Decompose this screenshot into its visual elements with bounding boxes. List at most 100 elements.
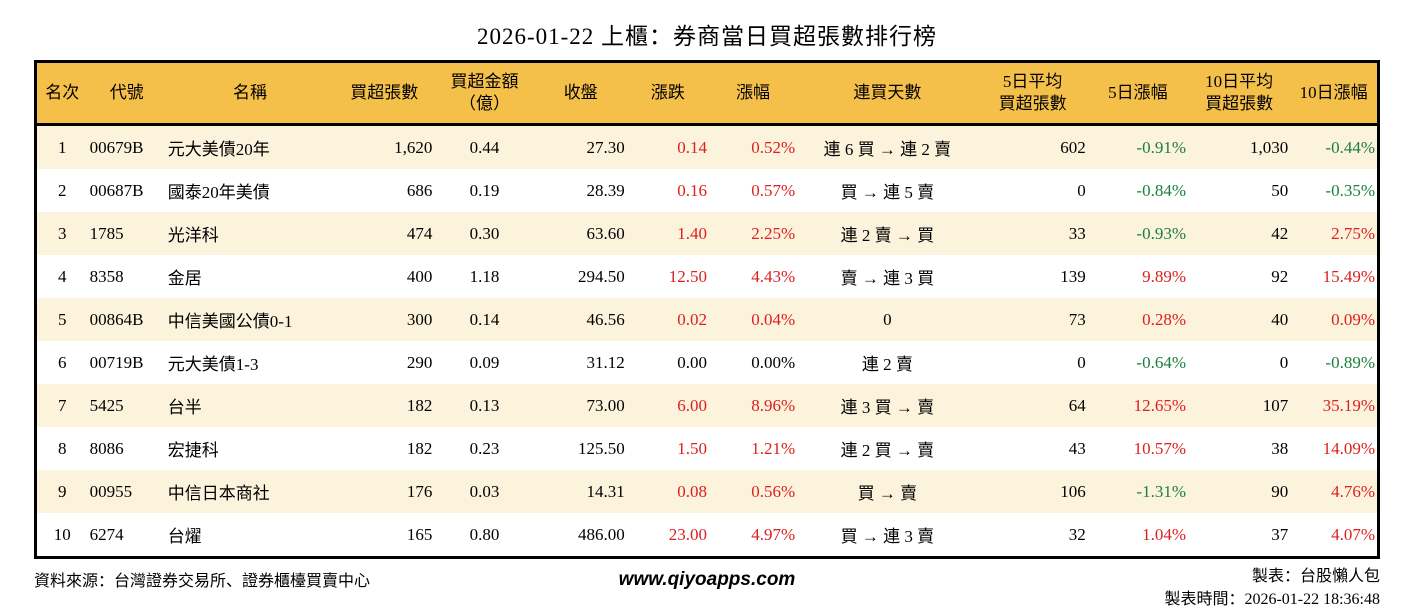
cell-net-buy-amt: 1.18: [469, 266, 500, 286]
cell-avg10: 38: [1271, 438, 1289, 458]
table-row: 2 00687B 國泰20年美債 686 0.19 28.39 0.16 0.5…: [35, 169, 1379, 212]
cell-close: 125.50: [578, 438, 625, 458]
cell-change: 0.08: [677, 481, 707, 501]
cell-change-pct: 8.96%: [751, 395, 796, 415]
cell-code: 8086: [89, 438, 124, 458]
report-maker: 製表：台股懶人包: [1251, 568, 1380, 585]
cell-net-buy-vol: 182: [406, 395, 433, 415]
cell-pct10: 14.09%: [1322, 438, 1375, 458]
cell-avg10: 92: [1271, 266, 1289, 286]
cell-pct5: 1.04%: [1142, 524, 1186, 544]
cell-code: 00719B: [89, 352, 144, 372]
cell-avg10: 37: [1271, 524, 1289, 544]
column-header-change-pct: 漲幅: [708, 61, 798, 126]
table-row: 3 1785 光洋科 474 0.30 63.60 1.40 2.25% 連 2…: [35, 212, 1379, 255]
cell-rank: 4: [58, 266, 67, 286]
cell-change-pct: 0.57%: [751, 180, 796, 200]
cell-net-buy-amt: 0.44: [469, 137, 500, 157]
cell-name: 國泰20年美債: [167, 183, 270, 202]
cell-pct5: 12.65%: [1133, 395, 1186, 415]
cell-avg5: 0: [1077, 180, 1086, 200]
cell-avg10: 42: [1271, 223, 1289, 243]
cell-close: 27.30: [586, 137, 625, 157]
cell-change: 0.14: [677, 137, 707, 157]
cell-net-buy-vol: 1,620: [394, 137, 433, 157]
cell-streak: 連 2 賣 → 買: [840, 226, 935, 245]
cell-change-pct: 1.21%: [751, 438, 796, 458]
table-row: 8 8086 宏捷科 182 0.23 125.50 1.50 1.21% 連 …: [35, 427, 1379, 470]
cell-net-buy-amt: 0.19: [469, 180, 500, 200]
column-header-code: 代號: [87, 61, 166, 126]
cell-net-buy-amt: 0.09: [469, 352, 500, 372]
cell-code: 00955: [89, 481, 133, 501]
table-body: 1 00679B 元大美債20年 1,620 0.44 27.30 0.14 0…: [35, 124, 1379, 558]
column-header-pct10: 10日漲幅: [1290, 61, 1379, 126]
cell-pct5: -0.84%: [1136, 180, 1186, 200]
cell-close: 28.39: [586, 180, 625, 200]
cell-net-buy-amt: 0.13: [469, 395, 500, 415]
cell-pct5: 0.28%: [1142, 309, 1186, 329]
column-header-name: 名稱: [165, 61, 335, 126]
cell-net-buy-amt: 0.14: [469, 309, 500, 329]
cell-pct5: -0.64%: [1136, 352, 1186, 372]
column-header-avg10: 10日平均 買超張數: [1188, 61, 1291, 126]
cell-net-buy-vol: 165: [406, 524, 433, 544]
cell-pct10: 0.09%: [1331, 309, 1375, 329]
cell-pct5: -0.91%: [1136, 137, 1186, 157]
cell-avg10: 107: [1262, 395, 1289, 415]
cell-pct10: -0.35%: [1325, 180, 1375, 200]
website-text: www.qiyoapps.com: [618, 569, 796, 590]
cell-pct10: -0.44%: [1325, 137, 1375, 157]
cell-name: 中信日本商社: [167, 484, 270, 503]
cell-streak: 連 6 買 → 連 2 賣: [823, 140, 952, 159]
cell-avg5: 33: [1068, 223, 1086, 243]
table-row: 4 8358 金居 400 1.18 294.50 12.50 4.43% 賣 …: [35, 255, 1379, 298]
cell-pct5: -0.93%: [1136, 223, 1186, 243]
cell-change: 0.00: [677, 352, 707, 372]
report-credits: 製表：台股懶人包 製表時間：2026-01-22 18:36:48: [1164, 565, 1380, 611]
cell-pct10: 15.49%: [1322, 266, 1375, 286]
cell-net-buy-amt: 0.80: [469, 524, 500, 544]
cell-name: 中信美國公債0-1: [167, 312, 293, 331]
cell-name: 台燿: [167, 527, 202, 546]
cell-name: 宏捷科: [167, 441, 219, 460]
cell-avg10: 50: [1271, 180, 1289, 200]
cell-avg10: 40: [1271, 309, 1289, 329]
cell-net-buy-amt: 0.30: [469, 223, 500, 243]
table-row: 7 5425 台半 182 0.13 73.00 6.00 8.96% 連 3 …: [35, 384, 1379, 427]
cell-net-buy-vol: 182: [406, 438, 433, 458]
cell-change-pct: 0.52%: [751, 137, 796, 157]
cell-rank: 6: [58, 352, 67, 372]
column-header-avg5: 5日平均 買超張數: [977, 61, 1088, 126]
cell-close: 14.31: [586, 481, 625, 501]
column-header-pct5: 5日漲幅: [1087, 61, 1188, 126]
cell-rank: 9: [58, 481, 67, 501]
cell-net-buy-vol: 300: [406, 309, 433, 329]
table-row: 6 00719B 元大美債1-3 290 0.09 31.12 0.00 0.0…: [35, 341, 1379, 384]
cell-avg5: 106: [1060, 481, 1086, 501]
cell-change-pct: 4.97%: [751, 524, 796, 544]
cell-pct10: -0.89%: [1325, 352, 1375, 372]
cell-rank: 2: [58, 180, 67, 200]
column-header-rank: 名次: [35, 61, 88, 126]
cell-close: 63.60: [586, 223, 625, 243]
cell-close: 31.12: [586, 352, 625, 372]
cell-avg10: 90: [1271, 481, 1289, 501]
cell-close: 73.00: [586, 395, 625, 415]
cell-avg5: 64: [1068, 395, 1086, 415]
cell-streak: 連 3 買 → 賣: [840, 398, 935, 417]
cell-change: 0.02: [677, 309, 707, 329]
cell-pct10: 4.76%: [1331, 481, 1375, 501]
cell-avg5: 0: [1077, 352, 1086, 372]
cell-rank: 3: [58, 223, 67, 243]
cell-rank: 10: [53, 524, 71, 544]
table-row: 9 00955 中信日本商社 176 0.03 14.31 0.08 0.56%…: [35, 470, 1379, 513]
cell-streak: 買 → 連 5 賣: [840, 183, 935, 202]
cell-change: 6.00: [677, 395, 707, 415]
cell-avg10: 0: [1279, 352, 1289, 372]
table-header: 名次 代號 名稱 買超張數 買超金額 （億） 收盤 漲跌 漲幅 連買天數 5日平…: [35, 61, 1379, 126]
cell-code: 00679B: [89, 137, 144, 157]
column-header-close: 收盤: [534, 61, 627, 126]
table-row: 5 00864B 中信美國公債0-1 300 0.14 46.56 0.02 0…: [35, 298, 1379, 341]
cell-change: 1.50: [677, 438, 707, 458]
